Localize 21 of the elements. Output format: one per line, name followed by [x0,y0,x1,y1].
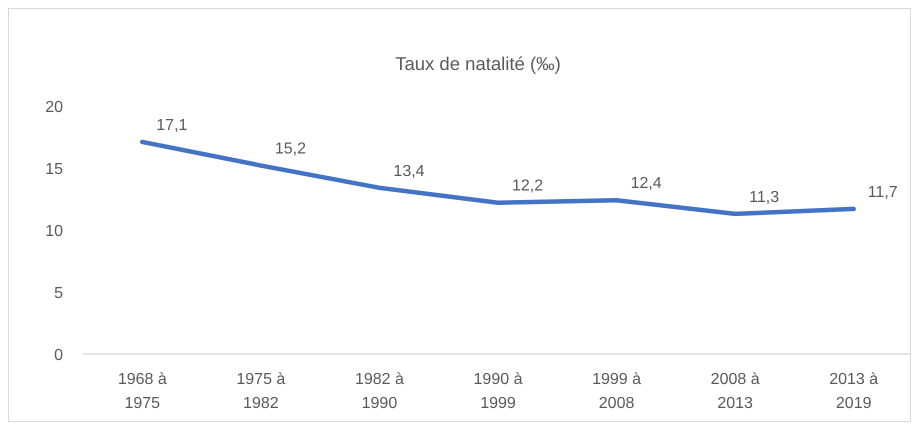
y-tick-label: 0 [54,347,64,364]
data-label: 12,4 [630,175,662,192]
y-tick-label: 15 [45,161,64,178]
x-tick-label: 2008 à 2013 [710,371,760,412]
chart-title: Taux de natalité (‰) [395,53,561,74]
x-tick-label: 2013 à 2019 [829,371,878,412]
data-label: 15,2 [274,140,306,158]
data-label: 13,4 [393,162,425,180]
data-label: 11,3 [749,188,780,206]
data-label: 12,2 [512,178,544,195]
x-tick-label: 1968 à 1975 [118,371,167,412]
y-tick-label: 20 [45,99,64,116]
x-tick-label: 1975 à 1982 [236,371,286,412]
x-tick-label: 1990 à 1999 [474,371,523,412]
line-series [140,140,856,216]
y-tick-label: 10 [45,223,64,240]
data-label: 17,1 [156,116,188,134]
x-tick-label: 1982 à 1990 [354,371,404,412]
y-tick-label: 5 [54,285,64,302]
data-label: 11,7 [868,184,898,201]
x-tick-label: 1999 à 2008 [592,371,642,412]
